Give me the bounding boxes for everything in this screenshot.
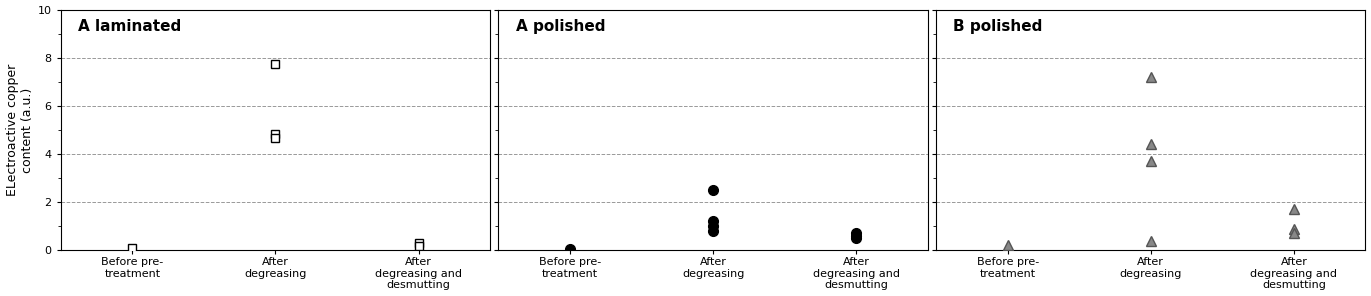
Y-axis label: ELectroactive copper
content (a.u.): ELectroactive copper content (a.u.) <box>5 64 33 196</box>
Text: B polished: B polished <box>953 19 1043 34</box>
Text: A laminated: A laminated <box>78 19 181 34</box>
Text: A polished: A polished <box>515 19 605 34</box>
